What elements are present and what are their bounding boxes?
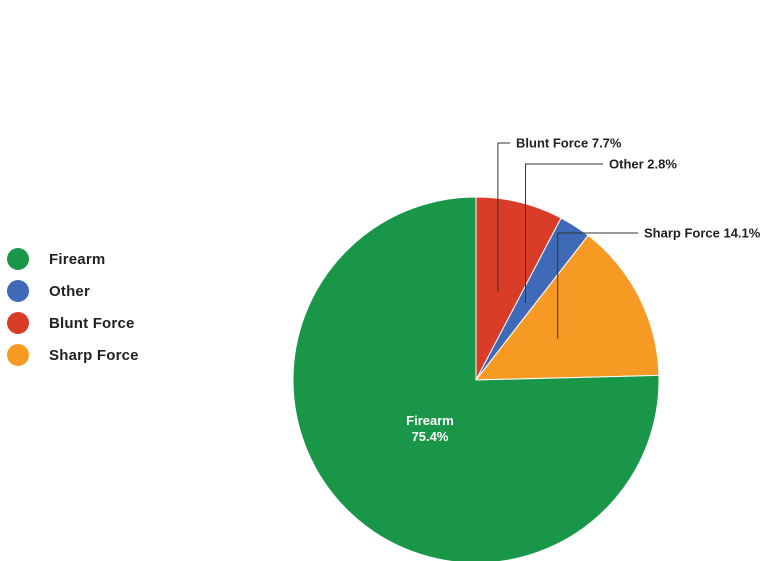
legend: Firearm Other Blunt Force Sharp Force — [7, 243, 139, 371]
slice-label-firearm-name: Firearm — [406, 413, 454, 428]
slice-sharp-force[interactable] — [474, 234, 660, 381]
callout-line-sharp-force — [557, 232, 638, 339]
slice-label-blunt-force: Blunt Force 7.7% — [516, 136, 622, 151]
legend-label-blunt-force: Blunt Force — [49, 314, 135, 332]
legend-item-blunt-force[interactable]: Blunt Force — [7, 307, 139, 339]
legend-swatch-blunt-force — [7, 312, 29, 334]
callout-lines — [497, 142, 638, 339]
legend-item-firearm[interactable]: Firearm — [7, 243, 139, 275]
slice-label-sharp-force: Sharp Force 14.1% — [644, 226, 761, 241]
callout-line-blunt-force — [497, 142, 510, 292]
slice-label-firearm-value: 75.4% — [412, 429, 449, 444]
slice-firearm[interactable] — [292, 196, 660, 561]
legend-swatch-other — [7, 280, 29, 302]
legend-label-firearm: Firearm — [49, 250, 106, 268]
callout-line-other — [525, 163, 603, 304]
legend-item-sharp-force[interactable]: Sharp Force — [7, 339, 139, 371]
legend-label-sharp-force: Sharp Force — [49, 346, 139, 364]
legend-swatch-firearm — [7, 248, 29, 270]
legend-swatch-sharp-force — [7, 344, 29, 366]
slice-labels: Blunt Force 7.7% Other 2.8% Sharp Force 14… — [406, 136, 761, 445]
pie-slices — [292, 196, 660, 561]
legend-item-other[interactable]: Other — [7, 275, 139, 307]
slice-label-other: Other 2.8% — [609, 157, 677, 172]
legend-label-other: Other — [49, 282, 91, 300]
